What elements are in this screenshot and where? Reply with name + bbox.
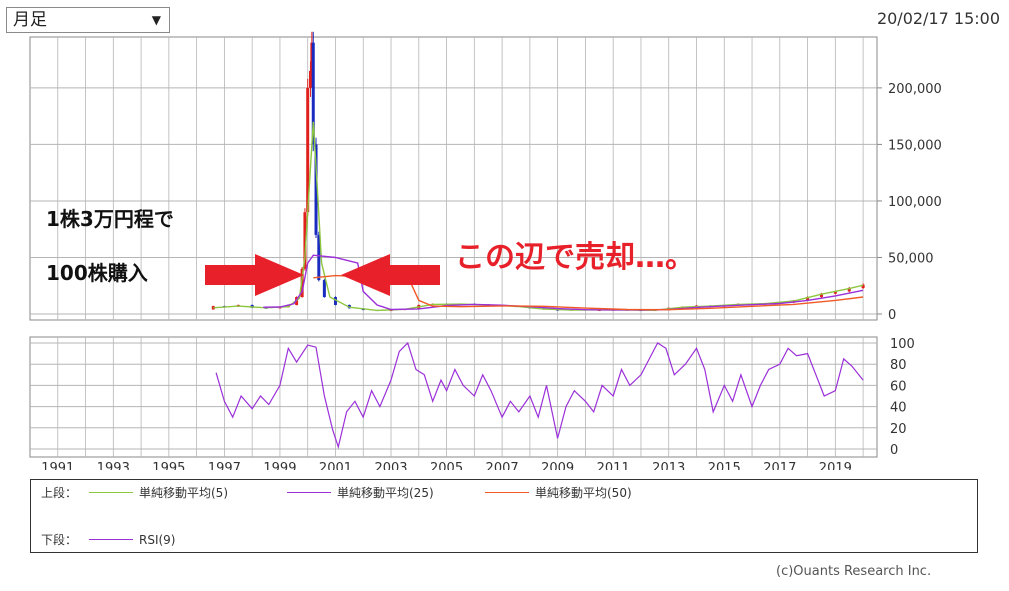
x-tick-label: 2007 bbox=[486, 461, 519, 470]
arrow-right-icon bbox=[205, 254, 304, 296]
rsi-panel-frame bbox=[29, 336, 878, 458]
x-tick-label: 2011 bbox=[597, 461, 630, 470]
x-tick-label: 2015 bbox=[708, 461, 741, 470]
price-candle-body bbox=[806, 297, 810, 301]
x-tick-label: 1991 bbox=[41, 461, 74, 470]
legend-upper-label: 上段： bbox=[41, 486, 78, 500]
price-panel-frame bbox=[29, 36, 878, 321]
legend-item-label: 単純移動平均(5) bbox=[139, 486, 228, 500]
rsi-tick-label: 40 bbox=[890, 401, 907, 416]
x-tick-label: 2003 bbox=[374, 461, 407, 470]
x-tick-label: 1997 bbox=[208, 461, 241, 470]
ma-line-2 bbox=[263, 254, 864, 311]
price-candle-body bbox=[306, 87, 310, 213]
legend-item-label: RSI(9) bbox=[139, 532, 176, 547]
price-tick-label: 100,000 bbox=[888, 195, 942, 210]
timestamp: 20/02/17 15:00 bbox=[876, 9, 1000, 28]
price-tick-label: 150,000 bbox=[888, 138, 942, 153]
price-candle-body bbox=[322, 280, 326, 298]
annotation-sell: この辺で売却…。 bbox=[455, 240, 695, 275]
rsi-panel-grid: 0 20 40 60 80 100 1991 1993 1995 1997 1999 2001 2003… bbox=[29, 336, 915, 470]
ma-line-1 bbox=[213, 121, 864, 312]
arrow-left-icon bbox=[341, 254, 440, 296]
x-tick-label: 1993 bbox=[97, 461, 130, 470]
price-panel-marks bbox=[211, 31, 865, 312]
rsi-tick-label: 20 bbox=[890, 422, 907, 437]
legend-item-sma25: 単純移動平均(25) bbox=[287, 484, 467, 501]
legend-item-sma5: 単純移動平均(5) bbox=[89, 484, 269, 501]
x-tick-label: 2009 bbox=[541, 461, 574, 470]
price-candle-body bbox=[333, 297, 337, 305]
price-panel-grid: 0 50,000 100,000 150,000 200,000 bbox=[29, 36, 942, 323]
price-candle-body bbox=[317, 234, 321, 281]
x-tick-label: 1999 bbox=[263, 461, 296, 470]
price-tick-label: 200,000 bbox=[888, 82, 942, 97]
x-tick-label: 2001 bbox=[319, 461, 352, 470]
chart-legend: 上段： 単純移動平均(5) 単純移動平均(25) 単純移動平均(50) 下段： … bbox=[30, 479, 978, 553]
x-tick-label: 2017 bbox=[763, 461, 796, 470]
price-candle-body bbox=[211, 306, 215, 310]
legend-swatch bbox=[89, 492, 133, 493]
legend-item-label: 単純移動平均(50) bbox=[535, 486, 632, 500]
stock-chart: 0 50,000 100,000 150,000 200,000 0 20 40 60 80 10… bbox=[29, 31, 942, 470]
annotation-buy-qty: 100株購入 bbox=[46, 261, 148, 285]
price-candle-body bbox=[314, 144, 318, 235]
price-candle-body bbox=[308, 70, 312, 88]
rsi-tick-label: 0 bbox=[890, 443, 898, 458]
period-select[interactable]: 月足 ▼ bbox=[6, 7, 170, 33]
legend-swatch bbox=[287, 492, 331, 493]
price-candle-body bbox=[833, 291, 837, 294]
legend-upper-row: 上段： 単純移動平均(5) 単純移動平均(25) 単純移動平均(50) bbox=[41, 484, 683, 501]
x-tick-label: 2005 bbox=[430, 461, 463, 470]
rsi-panel-marks bbox=[215, 341, 864, 450]
rsi-line bbox=[215, 341, 864, 450]
price-candle-body bbox=[861, 284, 865, 288]
legend-item-rsi: RSI(9) bbox=[89, 533, 269, 547]
price-candle-body bbox=[819, 293, 823, 298]
period-select-value: 月足 bbox=[13, 10, 47, 30]
rsi-tick-label: 60 bbox=[890, 379, 907, 394]
legend-swatch bbox=[485, 492, 529, 493]
copyright: (c)Ouants Research Inc. bbox=[776, 564, 932, 579]
rsi-tick-label: 100 bbox=[890, 337, 915, 352]
legend-item-label: 単純移動平均(25) bbox=[337, 486, 434, 500]
price-candle-body bbox=[311, 42, 315, 145]
price-candle-body bbox=[847, 287, 851, 292]
rsi-tick-label: 80 bbox=[890, 358, 907, 373]
legend-swatch bbox=[89, 539, 133, 540]
x-tick-label: 2013 bbox=[652, 461, 685, 470]
price-candle-body bbox=[303, 212, 307, 269]
x-tick-label: 1995 bbox=[152, 461, 185, 470]
chevron-down-icon[interactable]: ▼ bbox=[151, 13, 161, 27]
annotation-buy-price: 1株3万円程で bbox=[46, 207, 174, 231]
legend-item-sma50: 単純移動平均(50) bbox=[485, 484, 665, 501]
x-tick-label: 2019 bbox=[819, 461, 852, 470]
annotation-arrows bbox=[205, 254, 440, 296]
price-tick-label: 0 bbox=[888, 308, 896, 323]
price-tick-label: 50,000 bbox=[888, 251, 934, 266]
legend-lower-row: 下段： RSI(9) bbox=[41, 531, 287, 548]
legend-lower-label: 下段： bbox=[41, 533, 78, 547]
